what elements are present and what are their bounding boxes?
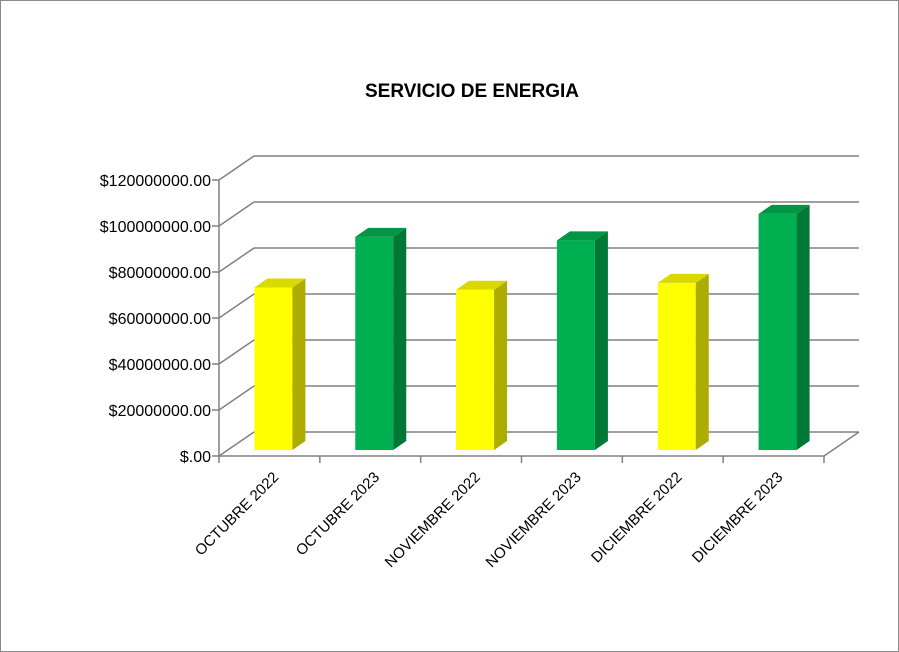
bar-side	[594, 231, 608, 450]
y-tick-label: $60000000.00	[109, 311, 211, 328]
x-category-label: OCTUBRE 2022	[192, 469, 282, 559]
gridline-diagonal	[218, 431, 255, 457]
bar-top	[355, 227, 407, 237]
bar-side	[695, 273, 709, 450]
bar-top	[758, 204, 810, 214]
bar-top	[556, 231, 608, 241]
bar-side	[393, 227, 407, 450]
gridlines	[212, 155, 860, 463]
y-tick-label: $80000000.00	[109, 265, 211, 282]
y-tick-label: $.00	[180, 449, 211, 466]
chart-title: SERVICIO DE ENERGIA	[365, 81, 579, 102]
gridline-diagonal	[218, 293, 255, 319]
x-category-label: DICIEMBRE 2023	[689, 469, 787, 567]
gridline-diagonal	[218, 247, 255, 273]
bar-front	[355, 236, 394, 450]
bar-front	[556, 240, 595, 450]
bar	[456, 280, 508, 450]
gridline-diagonal	[218, 385, 255, 411]
gridline-diagonal	[218, 155, 255, 181]
bar	[254, 278, 306, 450]
bar	[556, 231, 608, 450]
bar-front	[254, 287, 293, 450]
bar	[355, 227, 407, 450]
x-category-label: OCTUBRE 2023	[293, 469, 383, 559]
y-tick-label: $100000000.00	[100, 219, 211, 236]
bar	[657, 273, 709, 450]
bar-side	[796, 204, 810, 450]
bars	[254, 204, 810, 450]
x-category-label: NOVIEMBRE 2023	[483, 469, 585, 571]
gridline-diagonal	[218, 339, 255, 365]
y-tick-label: $120000000.00	[100, 173, 211, 190]
floor-edge	[823, 431, 860, 457]
y-tick-label: $40000000.00	[109, 357, 211, 374]
gridline-diagonal	[218, 201, 255, 227]
y-axis-tick-labels: $.00 $20000000.00 $40000000.00 $60000000.00…	[100, 173, 211, 466]
y-tick-label: $20000000.00	[109, 403, 211, 420]
bar-top	[456, 280, 508, 290]
bar-top	[254, 278, 306, 288]
bar-top	[657, 273, 709, 283]
bar-front	[657, 282, 696, 450]
bar-side	[292, 278, 306, 450]
x-category-label: DICIEMBRE 2022	[588, 469, 686, 567]
bar	[758, 204, 810, 450]
x-category-label: NOVIEMBRE 2022	[382, 469, 484, 571]
bar-front	[456, 289, 495, 450]
bar-front	[758, 213, 797, 450]
bar-side	[494, 280, 508, 450]
